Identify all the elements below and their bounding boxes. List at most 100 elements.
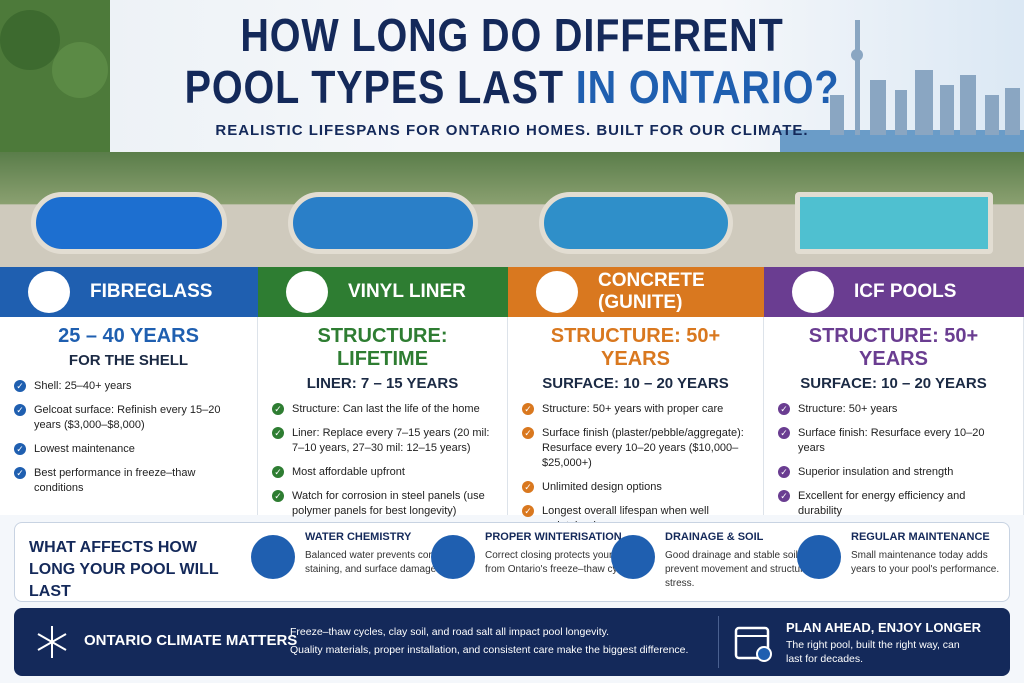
pool-photo [508,152,764,267]
type-bar: FIBREGLASS [0,267,258,317]
factor-icon [797,535,841,579]
check-icon: ✓ [272,466,284,478]
check-icon: ✓ [14,467,26,479]
check-icon: ✓ [522,427,534,439]
factor-text: Good drainage and stable soil prevent mo… [665,550,812,589]
pool-photo [258,152,508,267]
bullet-text: Excellent for energy efficiency and dura… [798,490,966,517]
header-art [0,0,1024,152]
bullet: ✓ Watch for corrosion in steel panels (us… [272,489,493,519]
factor-title: REGULAR MAINTENANCE [851,531,990,543]
pool-photo [764,152,1024,267]
factor: PROPER WINTERISATION Correct closing prot… [431,531,645,579]
header: HOW LONG DO DIFFERENT POOL TYPES LAST IN… [0,0,1024,152]
headline: STRUCTURE: LIFETIME [317,325,448,370]
factor-icon [251,535,295,579]
pool-water [795,192,993,254]
card-body: STRUCTURE: LIFETIME LINER: 7 – 15 YEARS ✓ S… [258,317,508,517]
footer-text: Quality materials, proper installation, … [290,644,689,656]
bullet-text: Structure: 50+ years [798,403,898,415]
check-icon: ✓ [522,403,534,415]
card-body: STRUCTURE: 50+ YEARS SURFACE: 10 – 20 YEA… [764,317,1024,517]
subline: SURFACE: 10 – 20 YEARS [800,375,987,392]
footer-title: ONTARIO CLIMATE MATTERS [84,632,298,649]
check-icon: ✓ [778,403,790,415]
plan-text: The right pool, built the right way, can… [786,639,960,665]
factor-title: PROPER WINTERISATION [485,531,622,543]
bullet: ✓ Excellent for energy efficiency and dur… [778,489,1009,519]
plan-title: PLAN AHEAD, ENJOY LONGER [786,620,982,635]
check-icon: ✓ [272,490,284,502]
divider [718,616,719,668]
bullet-text: Surface finish: Resurface every 10–20 ye… [798,427,985,454]
title-highlight: IN ONTARIO? [575,61,840,113]
bullet: ✓ Liner: Replace every 7–15 years (20 mil… [272,426,493,456]
factor-text: Correct closing protects your pool from … [485,550,639,575]
bullet: ✓ Most affordable upfront [272,465,493,480]
footer-text: Freeze–thaw cycles, clay soil, and road … [290,626,610,638]
type-bar: VINYL LINER [258,267,508,317]
check-icon: ✓ [14,404,26,416]
check-icon: ✓ [14,443,26,455]
factor-icon [611,535,655,579]
type-name: ICF POOLS [854,281,957,302]
check-icon: ✓ [778,427,790,439]
bullet: ✓ Structure: 50+ years with proper care [522,402,749,417]
factor: DRAINAGE & SOIL Good drainage and stable … [611,531,825,591]
bullet: ✓ Surface finish: Resurface every 10–20 y… [778,426,1009,456]
factors-heading: WHAT AFFECTS HOW LONG YOUR POOL WILL LAS… [29,539,219,600]
type-name: FIBREGLASS [90,281,213,302]
bullet-text: Lowest maintenance [34,443,135,455]
subline: LINER: 7 – 15 YEARS [306,375,459,392]
title-part: POOL TYPES LAST [184,61,564,113]
bullet: ✓ Lowest maintenance [14,442,243,457]
type-icon [792,271,834,313]
factor-text: Balanced water prevents corrosion, stain… [305,550,462,575]
bullet: ✓ Surface finish (plaster/pebble/aggregat… [522,426,749,471]
bullet-text: Structure: Can last the life of the home [292,403,480,415]
bullet: ✓ Structure: Can last the life of the hom… [272,402,493,417]
bullet: ✓ Unlimited design options [522,480,749,495]
pool-photo [0,152,258,267]
check-icon: ✓ [14,380,26,392]
type-name: CONCRETE (GUNITE) [598,270,705,313]
title-line: POOL TYPES LAST IN ONTARIO? [72,60,953,114]
bullet-text: Best performance in freeze–thaw conditio… [34,467,196,494]
bullet-text: Structure: 50+ years with proper care [542,403,724,415]
type-icon [28,271,70,313]
bullet: ✓ Shell: 25–40+ years [14,379,243,394]
factor-title: WATER CHEMISTRY [305,531,412,543]
subline: FOR THE SHELL [68,352,189,369]
footer: ONTARIO CLIMATE MATTERS Freeze–thaw cycl… [14,608,1010,676]
check-icon: ✓ [272,427,284,439]
subline: SURFACE: 10 – 20 YEARS [542,375,729,392]
bullet-text: Watch for corrosion in steel panels (use… [292,490,485,517]
factor-text: Small maintenance today adds years to yo… [851,550,1000,575]
bullet-text: Surface finish (plaster/pebble/aggregate… [542,427,744,469]
headline: 25 – 40 YEARS [58,325,199,347]
bullet: ✓ Best performance in freeze–thaw conditi… [14,466,243,496]
factor-title: DRAINAGE & SOIL [665,531,764,543]
type-icon [536,271,578,313]
bullet: ✓ Gelcoat surface: Refinish every 15–20 y… [14,403,243,433]
headline: STRUCTURE: 50+ YEARS [808,325,979,370]
card-body: 25 – 40 YEARS FOR THE SHELL ✓ Shell: 25–40+… [0,317,258,515]
bullet-text: Most affordable upfront [292,466,405,478]
bullet: ✓ Structure: 50+ years [778,402,1009,417]
subtitle: REALISTIC LIFESPANS FOR ONTARIO HOMES. B… [215,122,809,139]
title-line: HOW LONG DO DIFFERENT [240,9,784,61]
type-name: VINYL LINER [348,281,466,302]
check-icon: ✓ [522,505,534,517]
calendar-icon [734,626,772,662]
factor-icon [431,535,475,579]
type-bar: ICF POOLS [764,267,1024,317]
card-body: STRUCTURE: 50+ YEARS SURFACE: 10 – 20 YEA… [508,317,764,532]
check-icon: ✓ [272,403,284,415]
bullet: ✓ Superior insulation and strength [778,465,1009,480]
bullet-text: Liner: Replace every 7–15 years (20 mil:… [292,427,490,454]
pool-water [30,192,228,254]
check-icon: ✓ [778,466,790,478]
check-icon: ✓ [778,490,790,502]
bullet-text: Gelcoat surface: Refinish every 15–20 ye… [34,404,221,431]
